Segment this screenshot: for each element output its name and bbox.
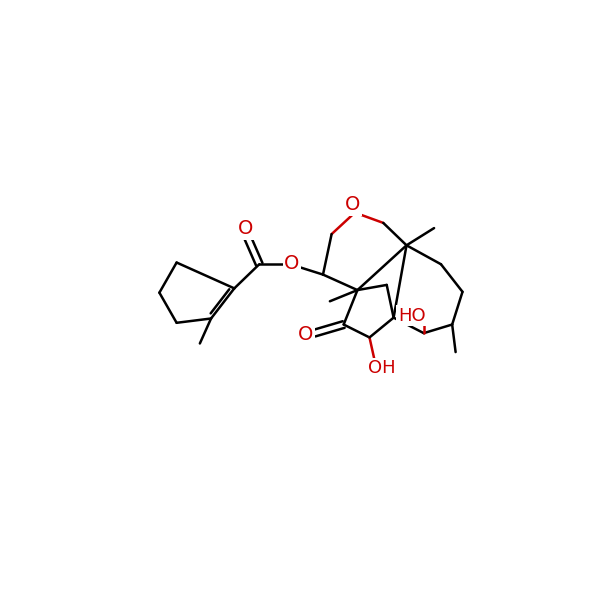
Text: OH: OH [368,359,395,377]
Text: O: O [344,196,360,214]
Text: O: O [238,220,253,238]
Text: HO: HO [398,307,425,325]
Text: O: O [284,254,299,273]
Text: O: O [298,325,313,344]
